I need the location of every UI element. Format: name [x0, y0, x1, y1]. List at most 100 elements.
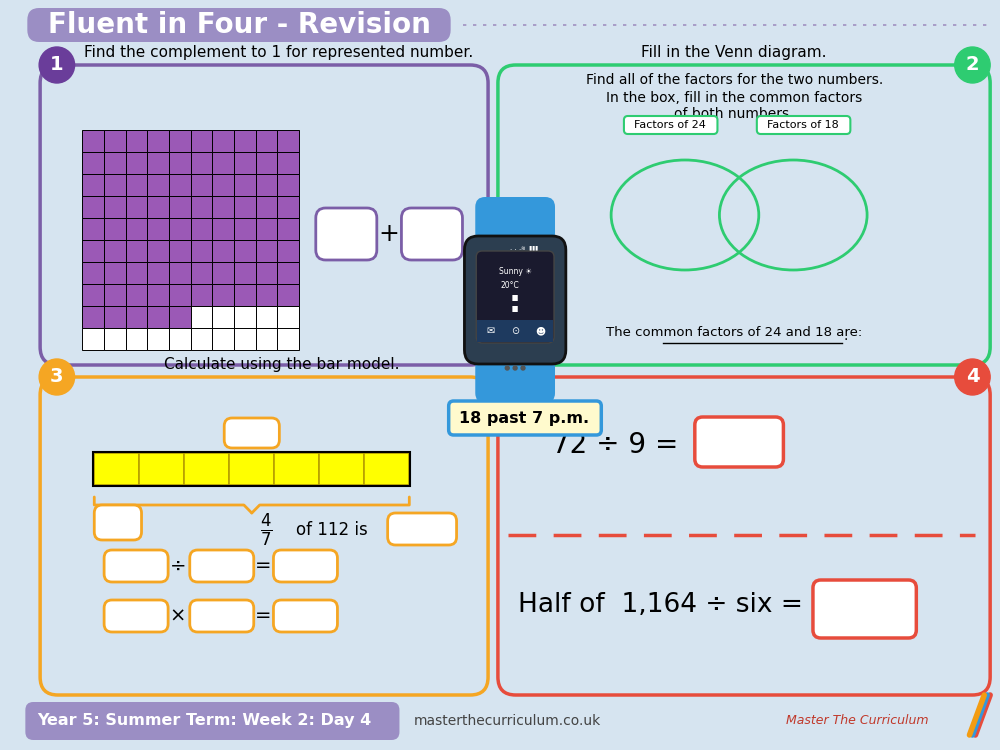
FancyBboxPatch shape [316, 208, 377, 260]
Bar [104, 130, 126, 152]
Bar [277, 328, 299, 350]
FancyBboxPatch shape [624, 116, 717, 134]
Bar [234, 306, 256, 328]
Bar [126, 174, 147, 196]
Bar [82, 130, 104, 152]
Bar [234, 130, 256, 152]
Bar [126, 196, 147, 218]
Bar [126, 284, 147, 306]
Bar [277, 218, 299, 240]
Bar [191, 306, 212, 328]
Text: 4: 4 [966, 368, 979, 386]
Text: Half of  1,164 ÷ six =: Half of 1,164 ÷ six = [518, 592, 802, 618]
Bar [82, 196, 104, 218]
Bar [191, 218, 212, 240]
Bar [147, 306, 169, 328]
Bar [277, 152, 299, 174]
Bar [104, 152, 126, 174]
Bar [212, 240, 234, 262]
Text: ≋  ▮▮▮: ≋ ▮▮▮ [521, 245, 538, 250]
Bar [147, 130, 169, 152]
FancyBboxPatch shape [104, 550, 168, 582]
FancyBboxPatch shape [475, 357, 555, 403]
Text: 3: 3 [50, 368, 64, 386]
Bar [147, 152, 169, 174]
Text: Master The Curriculum: Master The Curriculum [786, 715, 928, 728]
Bar [277, 196, 299, 218]
Text: In the box, fill in the common factors: In the box, fill in the common factors [606, 91, 862, 105]
Bar [104, 306, 126, 328]
Bar [277, 262, 299, 284]
Bar [256, 174, 277, 196]
Text: Year 5: Summer Term: Week 2: Day 4: Year 5: Summer Term: Week 2: Day 4 [37, 713, 371, 728]
Circle shape [955, 359, 990, 395]
Bar [256, 284, 277, 306]
Text: ×: × [170, 607, 186, 625]
Bar [277, 240, 299, 262]
Text: Find all of the factors for the two numbers.: Find all of the factors for the two numb… [586, 73, 883, 87]
Bar [234, 240, 256, 262]
FancyBboxPatch shape [464, 236, 566, 364]
Circle shape [521, 366, 525, 370]
Bar [147, 174, 169, 196]
FancyBboxPatch shape [449, 401, 601, 435]
FancyBboxPatch shape [475, 197, 555, 243]
FancyBboxPatch shape [757, 116, 850, 134]
Text: ÷: ÷ [170, 556, 186, 575]
Text: 1: 1 [50, 56, 64, 74]
Bar [212, 218, 234, 240]
Text: . . .: . . . [510, 245, 521, 251]
FancyBboxPatch shape [27, 8, 451, 42]
Bar [256, 306, 277, 328]
Bar [191, 152, 212, 174]
Bar [126, 130, 147, 152]
Bar [191, 240, 212, 262]
Bar [169, 306, 191, 328]
Text: of 112 is: of 112 is [296, 521, 368, 539]
Bar [126, 218, 147, 240]
Bar [212, 152, 234, 174]
Bar [191, 174, 212, 196]
Bar [212, 130, 234, 152]
FancyBboxPatch shape [94, 505, 142, 540]
Bar [169, 328, 191, 350]
Bar [256, 262, 277, 284]
Bar [104, 218, 126, 240]
Bar [126, 306, 147, 328]
Text: 2: 2 [966, 56, 979, 74]
Bar [104, 196, 126, 218]
Text: $\frac{4}{7}$: $\frac{4}{7}$ [260, 512, 273, 549]
FancyBboxPatch shape [476, 251, 554, 343]
Bar [82, 218, 104, 240]
Text: Factors of 24: Factors of 24 [634, 120, 706, 130]
Bar [256, 240, 277, 262]
Bar [82, 262, 104, 284]
Bar [234, 196, 256, 218]
Bar [234, 262, 256, 284]
Bar [191, 328, 212, 350]
Text: 72 ÷ 9 =: 72 ÷ 9 = [552, 431, 678, 459]
Text: = 1: = 1 [474, 222, 519, 246]
Bar [147, 262, 169, 284]
Bar [169, 174, 191, 196]
Bar [104, 174, 126, 196]
Text: ✉: ✉ [486, 326, 494, 336]
Bar [234, 328, 256, 350]
Bar [147, 240, 169, 262]
Bar [256, 196, 277, 218]
Bar [212, 262, 234, 284]
Bar [191, 130, 212, 152]
FancyBboxPatch shape [273, 550, 337, 582]
Bar [234, 284, 256, 306]
Text: :: : [509, 289, 521, 317]
FancyBboxPatch shape [498, 65, 990, 365]
Bar [169, 262, 191, 284]
Bar [126, 240, 147, 262]
Text: Sunny ☀: Sunny ☀ [499, 268, 532, 277]
Bar [212, 196, 234, 218]
Text: Find the complement to 1 for represented number.: Find the complement to 1 for represented… [84, 46, 474, 61]
Bar [169, 196, 191, 218]
FancyBboxPatch shape [273, 600, 337, 632]
Bar [104, 240, 126, 262]
Bar [212, 174, 234, 196]
